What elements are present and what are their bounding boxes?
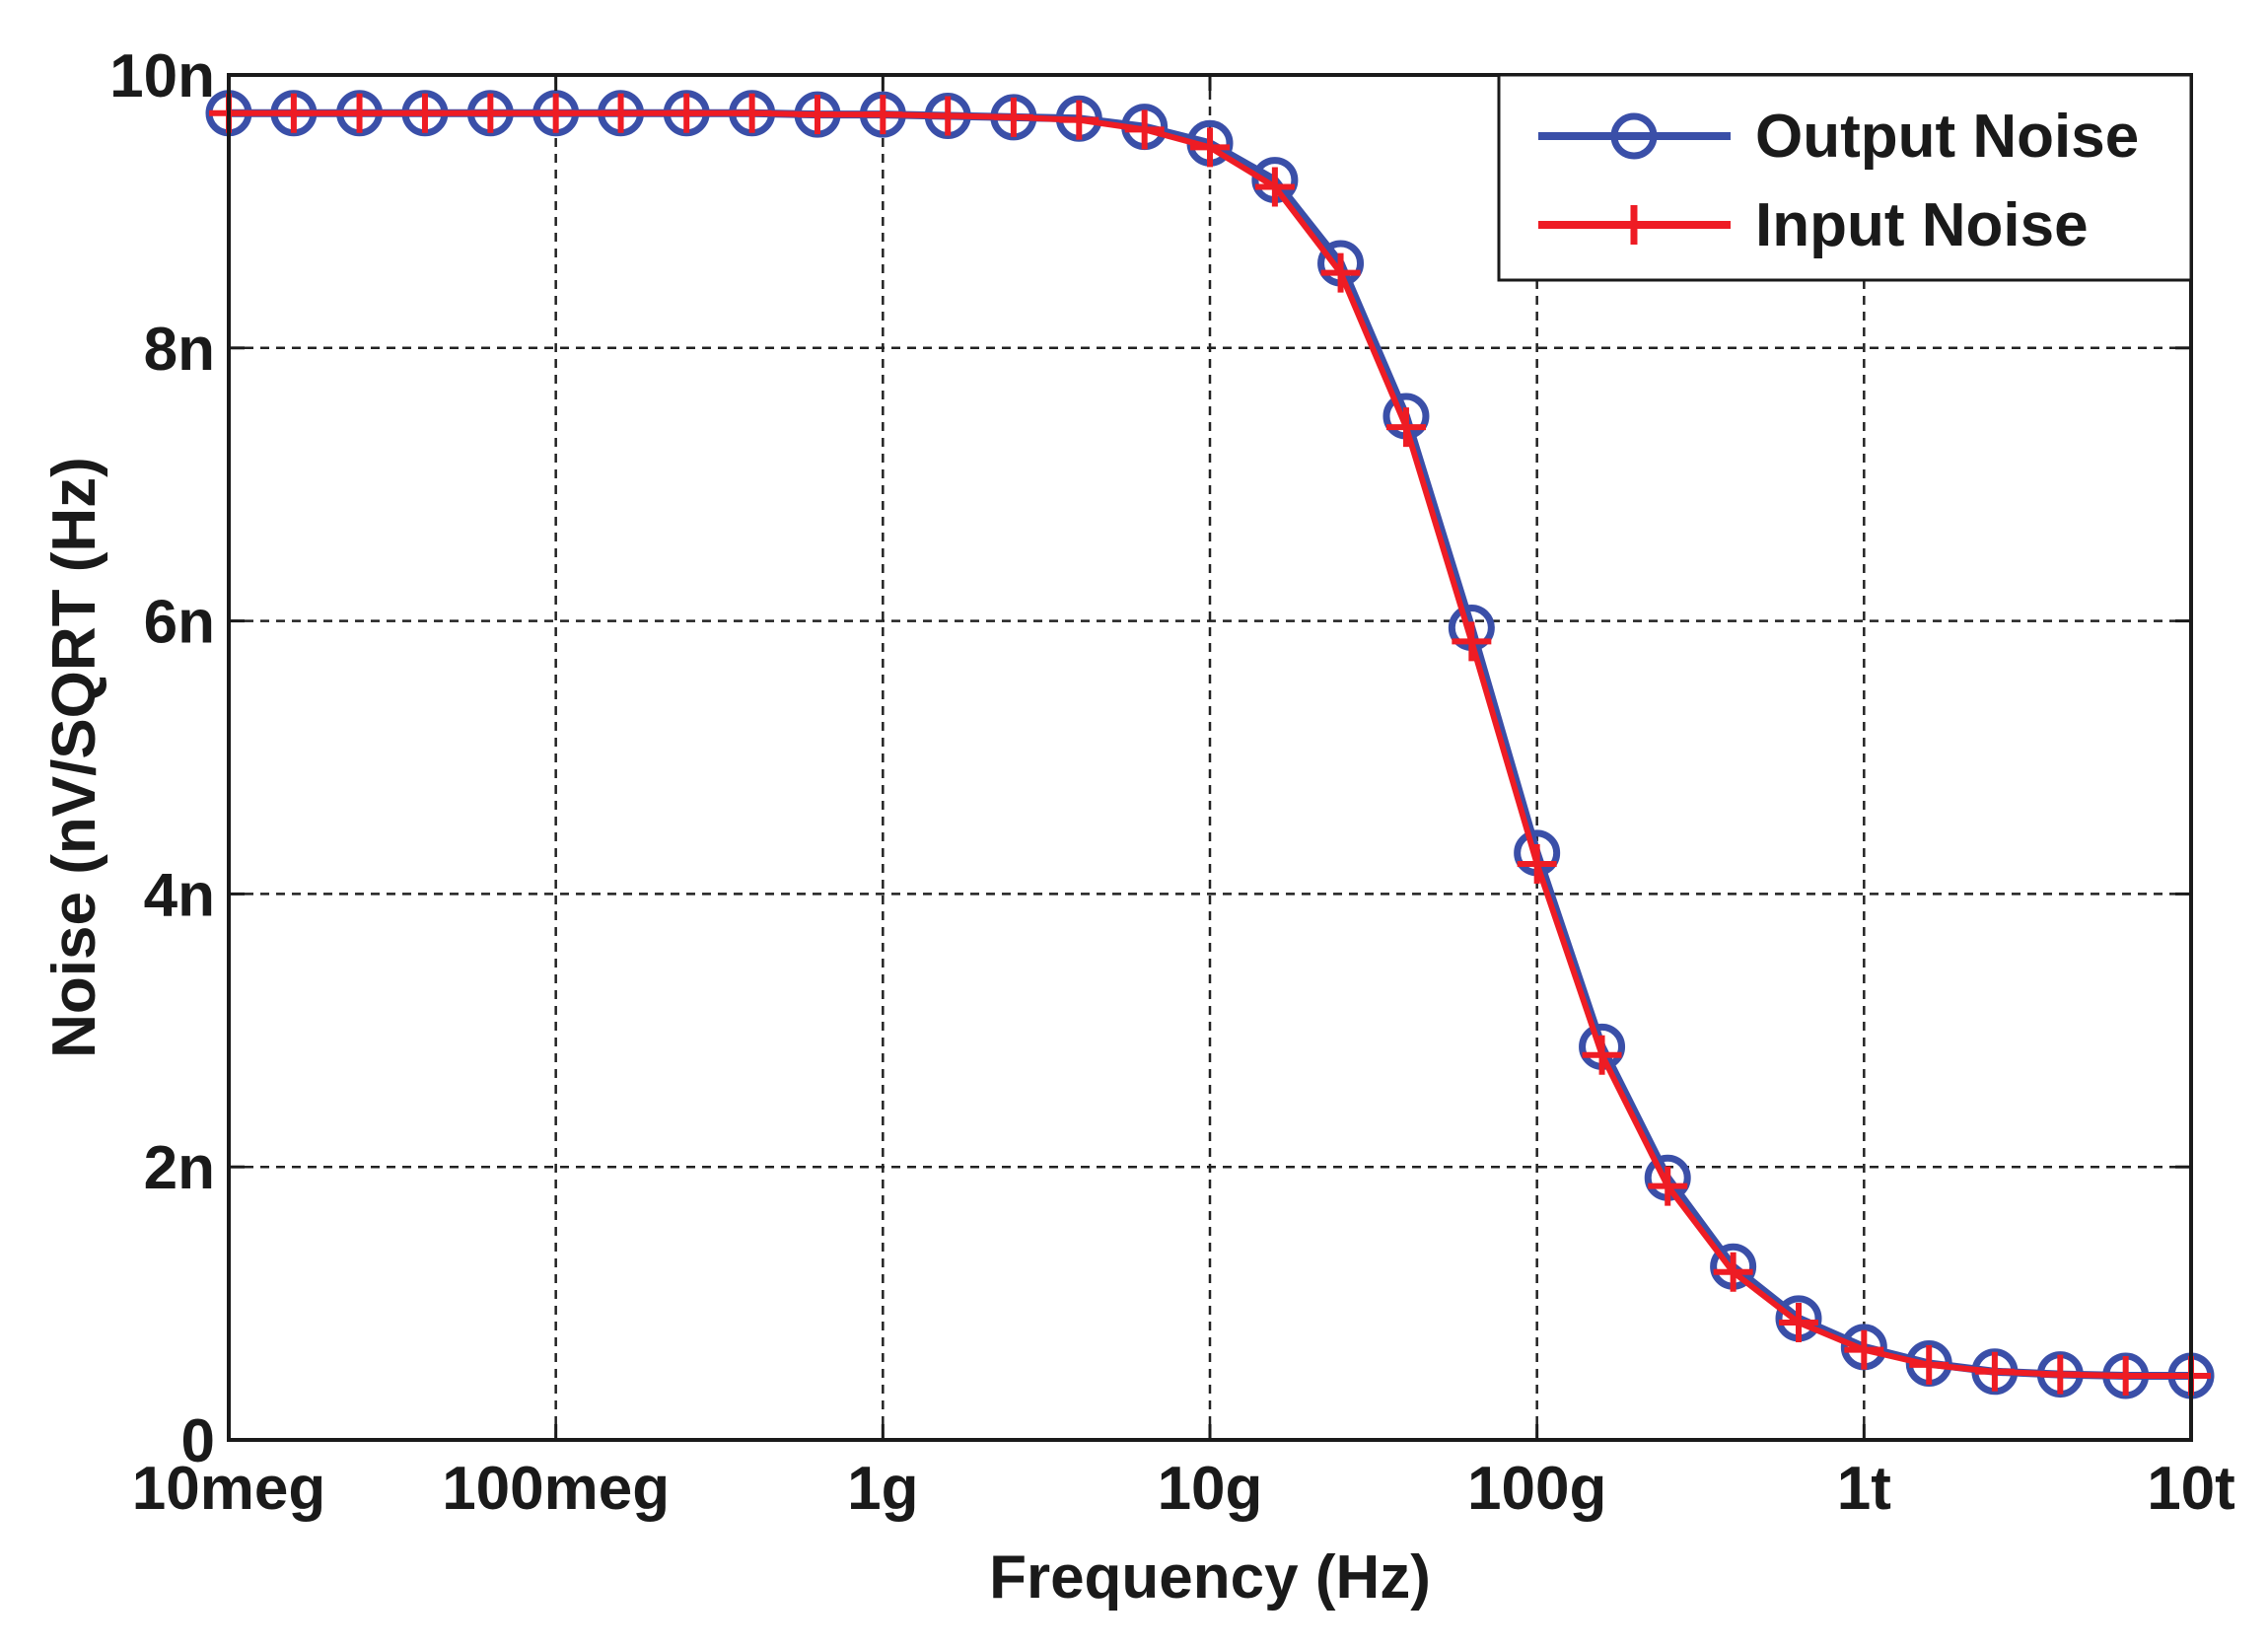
x-tick-label: 10t (2147, 1455, 2235, 1523)
legend-box (1497, 73, 2193, 282)
data-point-input-noise (1909, 1344, 1949, 1385)
y-tick-label: 8n (144, 316, 215, 384)
data-point-input-noise (470, 93, 511, 133)
data-point-input-noise (535, 93, 576, 133)
y-tick-label: 0 (181, 1407, 215, 1475)
x-axis-label: Frequency (Hz) (989, 1543, 1431, 1612)
data-point-input-noise (732, 93, 772, 133)
data-point-input-noise (1713, 1252, 1753, 1292)
data-point-input-noise (1059, 100, 1099, 140)
legend-input-label: Input Noise (1755, 191, 2089, 259)
legend-output-marker (1610, 112, 1658, 160)
data-point-input-noise (1254, 167, 1295, 207)
x-tick-label: 100g (1467, 1455, 1606, 1523)
data-point-input-noise (601, 93, 641, 133)
data-point-input-noise (1517, 843, 1557, 884)
data-point-input-noise (1320, 252, 1361, 293)
x-tick-label: 100meg (442, 1455, 670, 1523)
series-input-noise (209, 93, 2211, 1396)
data-point-input-noise (1124, 109, 1165, 150)
data-point-input-noise (1582, 1035, 1622, 1075)
legend-output-label: Output Noise (1755, 103, 2139, 171)
x-tick-label: 10meg (132, 1455, 325, 1523)
x-tick-label: 1t (1837, 1455, 1891, 1523)
data-point-input-noise (1452, 621, 1492, 662)
x-tick-label: 1g (847, 1455, 918, 1523)
x-tick-label: 10g (1158, 1455, 1263, 1523)
data-point-input-noise (2040, 1354, 2081, 1395)
y-tick-label: 10n (109, 42, 215, 110)
legend-input-marker (1614, 205, 1654, 245)
data-point-input-noise (1844, 1329, 1884, 1370)
data-point-input-noise (339, 93, 380, 133)
legend: Output Noise Input Noise (1497, 73, 2193, 282)
data-point-input-noise (1974, 1351, 2015, 1392)
y-tick-label: 6n (144, 589, 215, 657)
data-point-input-noise (928, 96, 968, 136)
grid (229, 75, 2191, 1440)
data-point-input-noise (993, 97, 1033, 137)
data-point-input-noise (1190, 127, 1230, 168)
y-tick-label: 4n (144, 861, 215, 929)
data-point-input-noise (273, 93, 314, 133)
data-point-input-noise (2105, 1355, 2146, 1396)
data-point-input-noise (1385, 407, 1426, 448)
data-point-input-noise (667, 93, 707, 133)
y-axis-label: Noise (nV/SQRT (Hz) (40, 457, 108, 1058)
data-point-input-noise (1779, 1302, 1819, 1342)
y-tick-label: 2n (144, 1134, 215, 1202)
data-point-input-noise (1648, 1166, 1688, 1206)
data-point-input-noise (863, 95, 903, 135)
data-point-input-noise (798, 95, 838, 135)
data-point-input-noise (404, 93, 445, 133)
